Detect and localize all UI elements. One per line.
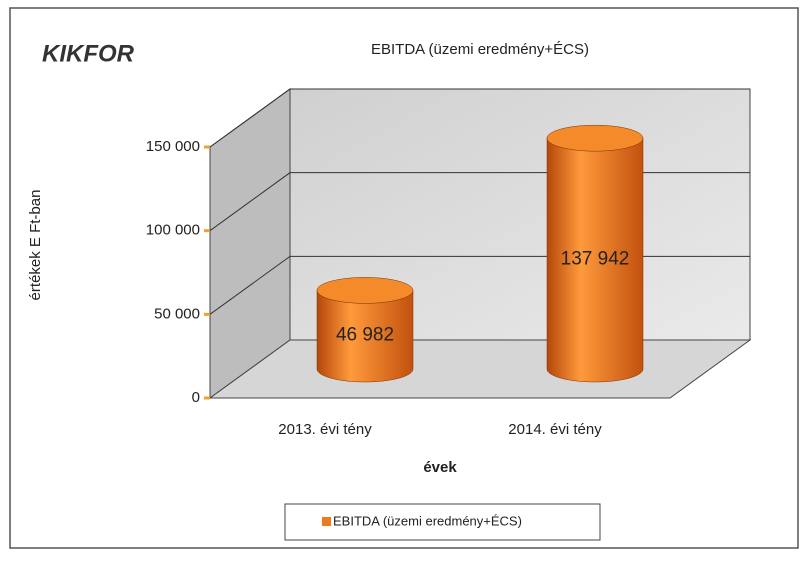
cylinder-top <box>546 124 644 152</box>
legend <box>284 503 601 541</box>
value-label: 137 942 <box>561 249 630 270</box>
y-tick-label: 0 <box>192 389 200 406</box>
y-tick-label: 150 000 <box>146 138 200 155</box>
grid-line <box>209 88 750 148</box>
floor <box>208 339 752 399</box>
cylinder <box>316 290 414 383</box>
y-axis-label: értékek E Ft-ban <box>27 190 44 301</box>
plot: 0 50 000 100 000 150 000 2013. évi tény 2014.… <box>146 88 750 438</box>
logo: KIKFOR <box>42 40 135 67</box>
y-tick-label: 50 000 <box>154 305 200 322</box>
legend-swatch <box>322 517 331 526</box>
chart-title: EBITDA (üzemi eredmény+ÉCS) <box>371 41 589 58</box>
y-tick-label: 100 000 <box>146 222 200 239</box>
cylinder <box>546 137 644 383</box>
x-axis-label: évek <box>423 459 457 476</box>
legend-items: EBITDA (üzemi eredmény+ÉCS) <box>322 513 522 528</box>
x-tick-label: 2014. évi tény <box>508 421 602 438</box>
value-label: 46 982 <box>336 325 394 346</box>
cylinder-top <box>316 277 414 304</box>
legend-label: EBITDA (üzemi eredmény+ÉCS) <box>333 513 522 528</box>
x-tick-label: 2013. évi tény <box>278 421 372 438</box>
